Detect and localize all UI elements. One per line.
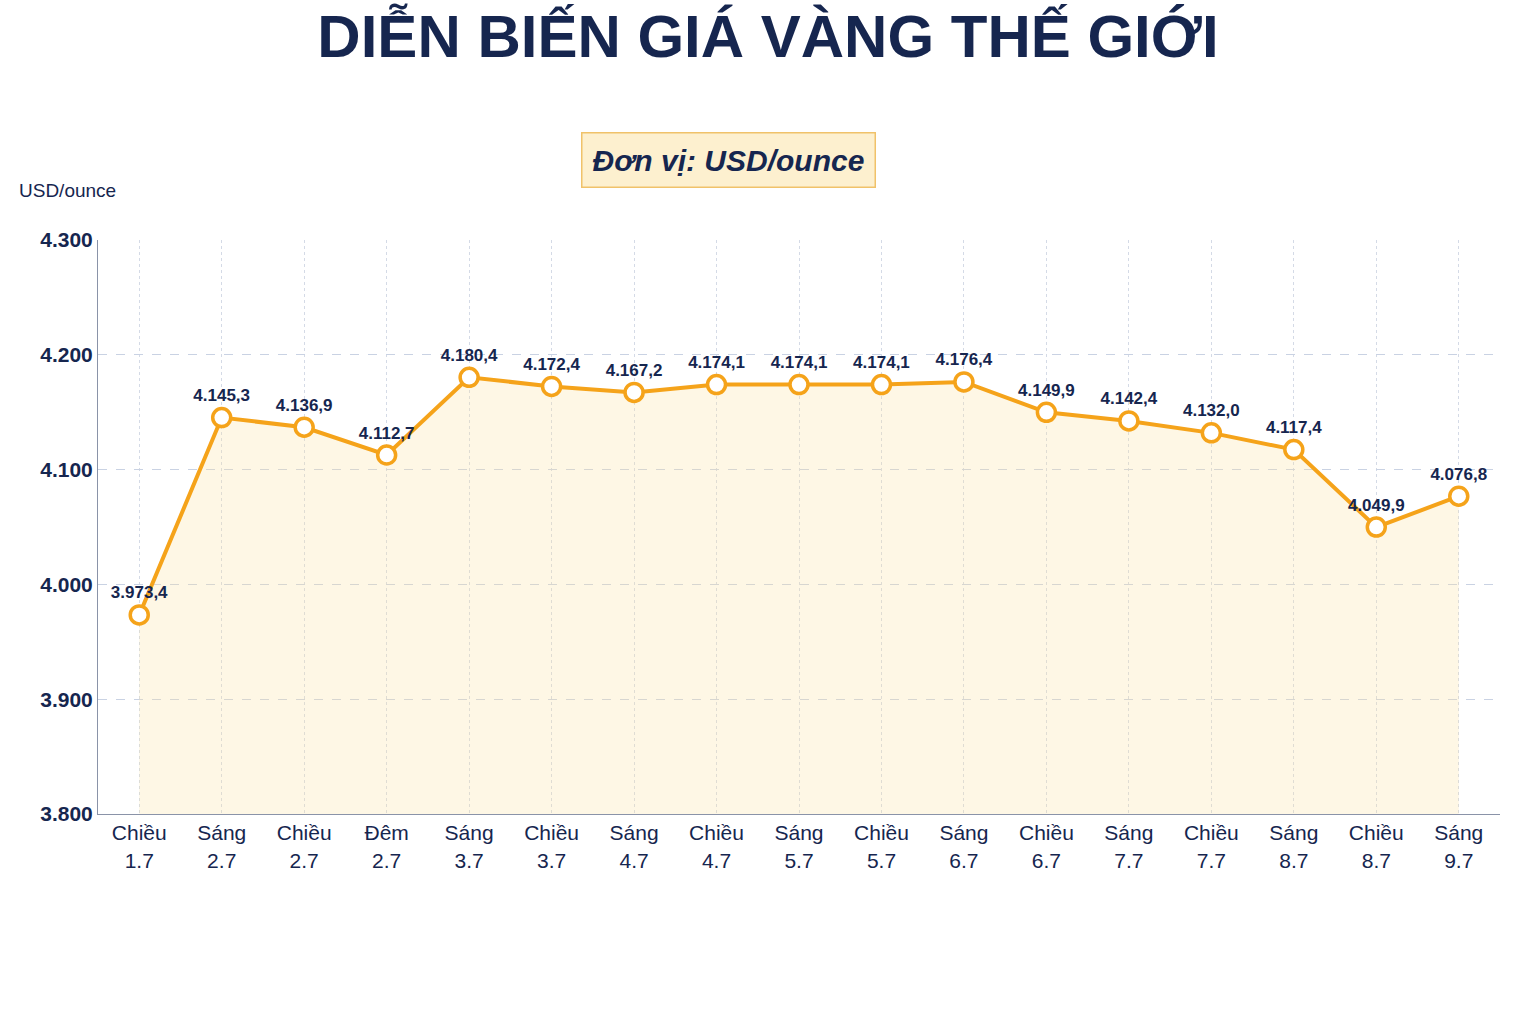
svg-text:Chiều5.7: Chiều5.7 xyxy=(854,821,909,871)
svg-text:4.117,4: 4.117,4 xyxy=(1266,418,1322,437)
svg-text:3.900: 3.900 xyxy=(40,688,93,711)
svg-text:Chiều6.7: Chiều6.7 xyxy=(1019,821,1074,871)
svg-text:Sáng5.7: Sáng5.7 xyxy=(774,821,823,871)
svg-text:4.142,4: 4.142,4 xyxy=(1101,389,1158,408)
svg-text:Chiều7.7: Chiều7.7 xyxy=(1184,821,1239,871)
svg-text:4.180,4: 4.180,4 xyxy=(441,346,498,365)
svg-text:4.174,1: 4.174,1 xyxy=(853,353,910,372)
svg-text:4.200: 4.200 xyxy=(40,343,93,366)
svg-text:4.176,4: 4.176,4 xyxy=(936,350,993,369)
svg-text:4.112,7: 4.112,7 xyxy=(359,424,415,443)
svg-text:Sáng7.7: Sáng7.7 xyxy=(1104,821,1153,871)
svg-text:Sáng3.7: Sáng3.7 xyxy=(445,821,494,871)
svg-text:3.800: 3.800 xyxy=(40,802,93,825)
svg-text:Chiều8.7: Chiều8.7 xyxy=(1349,821,1404,871)
svg-text:4.132,0: 4.132,0 xyxy=(1183,401,1240,420)
svg-text:Chiều3.7: Chiều3.7 xyxy=(524,821,579,871)
svg-text:Chiều4.7: Chiều4.7 xyxy=(689,821,744,871)
svg-text:4.174,1: 4.174,1 xyxy=(688,353,745,372)
svg-text:Sáng2.7: Sáng2.7 xyxy=(197,821,246,871)
svg-text:4.100: 4.100 xyxy=(40,458,93,481)
svg-text:Chiều2.7: Chiều2.7 xyxy=(277,821,332,871)
svg-text:4.000: 4.000 xyxy=(40,573,93,596)
svg-text:Sáng4.7: Sáng4.7 xyxy=(610,821,659,871)
svg-text:4.076,8: 4.076,8 xyxy=(1430,465,1487,484)
svg-text:4.174,1: 4.174,1 xyxy=(771,353,828,372)
svg-text:Sáng8.7: Sáng8.7 xyxy=(1269,821,1318,871)
svg-text:Sáng9.7: Sáng9.7 xyxy=(1434,821,1483,871)
svg-text:Đêm2.7: Đêm2.7 xyxy=(364,821,408,871)
svg-text:Sáng6.7: Sáng6.7 xyxy=(939,821,988,871)
svg-text:USD/ounce: USD/ounce xyxy=(19,180,116,201)
svg-text:4.149,9: 4.149,9 xyxy=(1018,381,1075,400)
svg-text:Chiều1.7: Chiều1.7 xyxy=(112,821,167,871)
svg-text:3.973,4: 3.973,4 xyxy=(111,583,168,602)
svg-text:4.172,4: 4.172,4 xyxy=(523,355,580,374)
svg-text:Đơn vị: USD/ounce: Đơn vị: USD/ounce xyxy=(593,144,865,177)
svg-text:4.300: 4.300 xyxy=(40,228,93,251)
svg-text:DIỄN BIẾN GIÁ VÀNG THẾ GIỚI: DIỄN BIẾN GIÁ VÀNG THẾ GIỚI xyxy=(317,3,1218,70)
svg-text:4.145,3: 4.145,3 xyxy=(193,386,250,405)
svg-text:4.167,2: 4.167,2 xyxy=(606,361,663,380)
svg-text:4.049,9: 4.049,9 xyxy=(1348,496,1405,515)
svg-text:4.136,9: 4.136,9 xyxy=(276,396,333,415)
